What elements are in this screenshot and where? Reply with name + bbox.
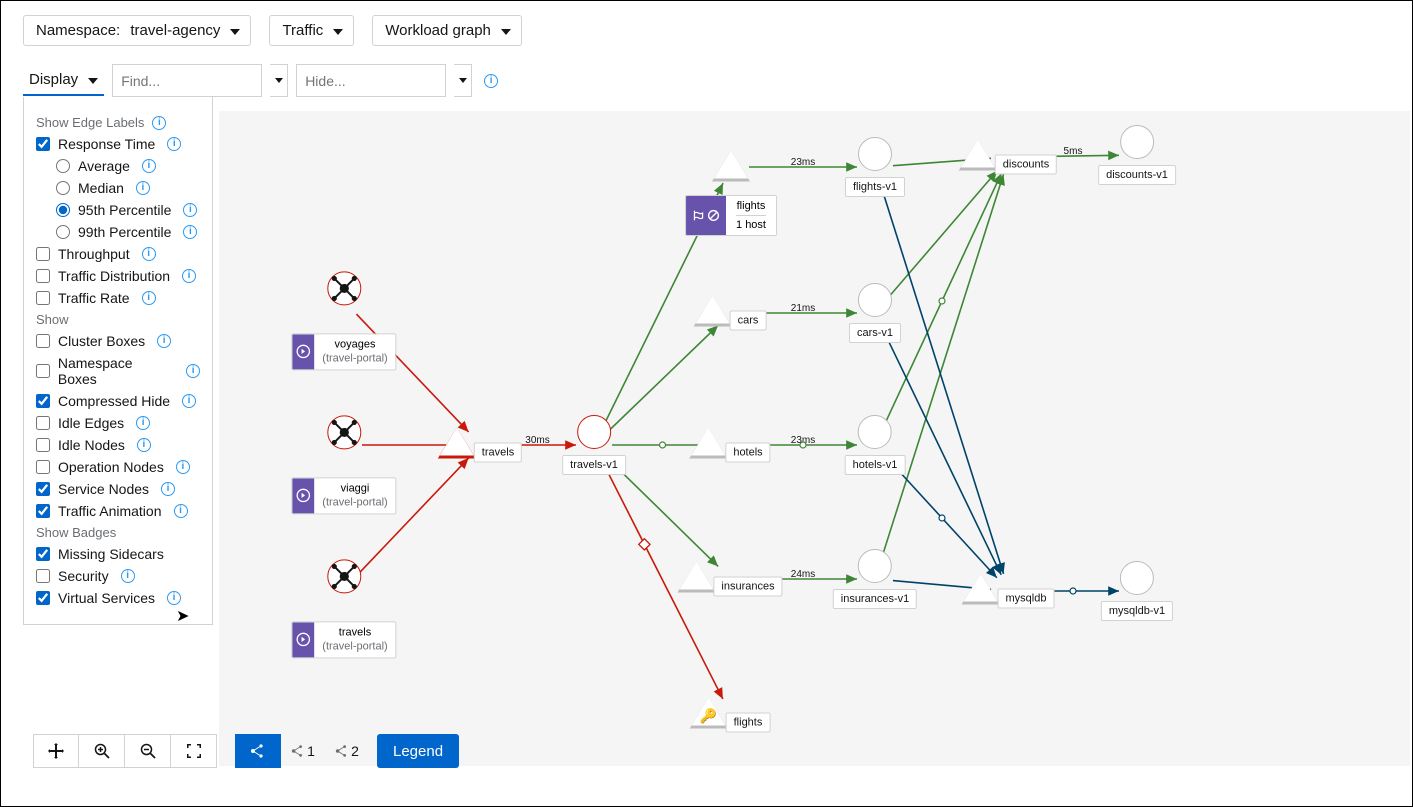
- opt-rt-avg[interactable]: Average: [56, 158, 200, 174]
- graph-toolbar-2: Display: [1, 54, 1412, 97]
- info-icon[interactable]: [183, 203, 197, 217]
- fit-button[interactable]: [171, 734, 217, 768]
- layout-1-button[interactable]: 1: [281, 734, 325, 768]
- section-edge-labels: Show Edge Labels: [36, 115, 200, 130]
- info-icon[interactable]: [137, 438, 151, 452]
- opt-virtual-services[interactable]: Virtual Services: [36, 590, 200, 606]
- graph-edges: 30ms23ms21ms23ms24ms5ms: [219, 111, 1410, 766]
- hide-history-dropdown[interactable]: [454, 64, 472, 97]
- svg-text:30ms: 30ms: [525, 435, 549, 446]
- opt-op-nodes[interactable]: Operation Nodes: [36, 459, 200, 475]
- opt-traffic-anim[interactable]: Traffic Animation: [36, 503, 200, 519]
- opt-idle-nodes[interactable]: Idle Nodes: [36, 437, 200, 453]
- opt-response-time[interactable]: Response Time: [36, 136, 200, 152]
- graphtype-dropdown[interactable]: Workload graph: [372, 15, 522, 46]
- info-icon[interactable]: [142, 291, 156, 305]
- info-icon[interactable]: [152, 116, 166, 130]
- opt-missing-sidecars[interactable]: Missing Sidecars: [36, 546, 200, 562]
- opt-throughput[interactable]: Throughput: [36, 246, 200, 262]
- graph-bottom-controls: 1 2 Legend: [33, 734, 459, 768]
- opt-traffic-rate[interactable]: Traffic Rate: [36, 290, 200, 306]
- info-icon[interactable]: [121, 569, 135, 583]
- section-show: Show: [36, 312, 200, 327]
- graph-node-flights-svc-label[interactable]: flights1 host: [685, 195, 777, 236]
- info-icon[interactable]: [142, 159, 156, 173]
- svg-text:21ms: 21ms: [791, 303, 815, 314]
- info-icon[interactable]: [167, 591, 181, 605]
- info-icon[interactable]: [182, 269, 196, 283]
- info-icon[interactable]: [174, 504, 188, 518]
- drag-button[interactable]: [33, 734, 79, 768]
- hide-input[interactable]: [296, 64, 446, 97]
- opt-compressed-hide[interactable]: Compressed Hide: [36, 393, 200, 409]
- svg-text:24ms: 24ms: [791, 569, 815, 580]
- layout-2-button[interactable]: 2: [325, 734, 369, 768]
- info-icon[interactable]: [157, 334, 171, 348]
- section-badges: Show Badges: [36, 525, 200, 540]
- info-icon[interactable]: [142, 247, 156, 261]
- info-icon[interactable]: [183, 225, 197, 239]
- opt-idle-edges[interactable]: Idle Edges: [36, 415, 200, 431]
- traffic-dropdown[interactable]: Traffic: [269, 15, 354, 46]
- layout-default-button[interactable]: [235, 734, 281, 768]
- find-history-dropdown[interactable]: [270, 64, 288, 97]
- display-options-panel: Show Edge Labels Response Time Average M…: [23, 97, 213, 625]
- opt-rt-p99[interactable]: 99th Percentile: [56, 224, 200, 240]
- svg-text:5ms: 5ms: [1064, 146, 1083, 157]
- opt-traffic-dist[interactable]: Traffic Distribution: [36, 268, 200, 284]
- info-icon[interactable]: [484, 74, 498, 88]
- info-icon[interactable]: [176, 460, 190, 474]
- legend-button[interactable]: Legend: [377, 734, 459, 768]
- opt-rt-median[interactable]: Median: [56, 180, 200, 196]
- svg-text:23ms: 23ms: [791, 157, 815, 168]
- opt-security[interactable]: Security: [36, 568, 200, 584]
- info-icon[interactable]: [136, 181, 150, 195]
- info-icon[interactable]: [136, 416, 150, 430]
- graph-toolbar: Namespace: travel-agency Traffic Workloa…: [1, 1, 1412, 54]
- opt-cluster-boxes[interactable]: Cluster Boxes: [36, 333, 200, 349]
- service-graph-canvas[interactable]: 30ms23ms21ms23ms24ms5ms voyages(travel-p…: [219, 111, 1410, 766]
- info-icon[interactable]: [167, 137, 181, 151]
- info-icon[interactable]: [186, 364, 200, 378]
- opt-svc-nodes[interactable]: Service Nodes: [36, 481, 200, 497]
- info-icon[interactable]: [161, 482, 175, 496]
- display-dropdown[interactable]: Display: [23, 65, 104, 96]
- opt-ns-boxes[interactable]: Namespace Boxes: [36, 355, 200, 387]
- zoom-in-button[interactable]: [79, 734, 125, 768]
- find-input[interactable]: [112, 64, 262, 97]
- opt-rt-p95[interactable]: 95th Percentile: [56, 202, 200, 218]
- namespace-dropdown[interactable]: Namespace: travel-agency: [23, 15, 251, 46]
- zoom-out-button[interactable]: [125, 734, 171, 768]
- info-icon[interactable]: [182, 394, 196, 408]
